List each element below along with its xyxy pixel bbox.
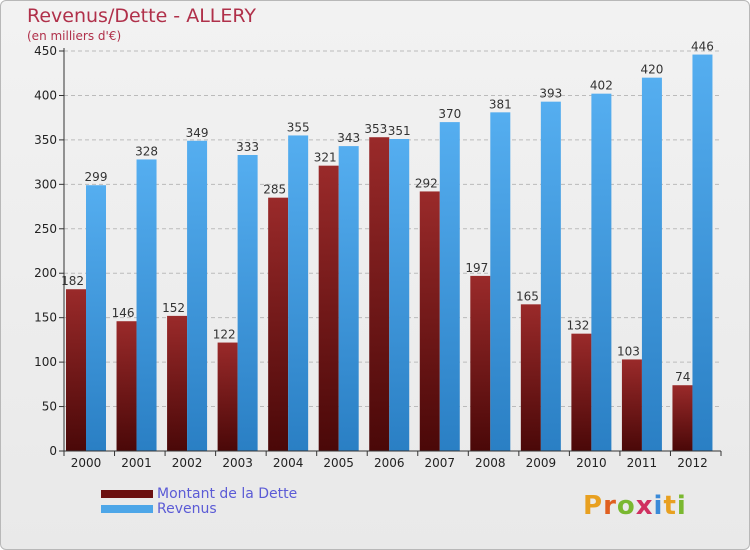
y-tick-label: 150: [34, 311, 57, 325]
axes: 0 50 100 150 200 250 300 350 400 450 2000 2001 2002 2…: [34, 44, 722, 470]
legend-label-dette: Montant de la Dette: [157, 486, 298, 502]
logo-letter: r: [603, 491, 617, 521]
data-label-dette: 152: [162, 301, 185, 315]
bars: [66, 54, 713, 452]
y-tick-label: 50: [42, 400, 57, 414]
bar-revenus: [338, 146, 359, 451]
data-label-revenus: 420: [640, 63, 663, 77]
x-tick-label: 2010: [576, 456, 607, 470]
chart-subtitle: (en milliers d'€): [27, 29, 122, 43]
y-tick-label: 300: [34, 177, 57, 191]
x-tick-label: 2006: [374, 456, 405, 470]
data-label-dette: 103: [617, 344, 640, 358]
x-tick-label: 2002: [172, 456, 203, 470]
bar-revenus: [136, 159, 157, 451]
logo-letter: i: [676, 491, 687, 521]
bar-dette: [520, 304, 541, 451]
y-tick-label: 400: [34, 88, 57, 102]
legend-swatch-dette: [101, 490, 153, 498]
bar-revenus: [591, 93, 612, 452]
data-label-dette: 165: [516, 289, 539, 303]
bar-dette: [571, 333, 592, 451]
grid-lines: [64, 50, 721, 408]
x-tick-label: 2009: [526, 456, 557, 470]
legend-item-revenus: Revenus: [101, 501, 217, 517]
x-tick-label: 2003: [222, 456, 253, 470]
data-label-revenus: 299: [85, 170, 108, 184]
x-tick-label: 2001: [121, 456, 152, 470]
data-label-revenus: 446: [691, 40, 714, 54]
y-tick-label: 100: [34, 355, 57, 369]
data-label-dette: 197: [465, 261, 488, 275]
logo-letter: x: [635, 491, 654, 521]
x-tick-label: 2000: [71, 456, 102, 470]
data-label-revenus: 333: [236, 140, 259, 154]
bar-revenus: [86, 185, 106, 451]
bar-dette: [672, 385, 693, 451]
logo-letter: o: [616, 491, 636, 521]
data-label-dette: 353: [364, 122, 387, 136]
data-label-revenus: 381: [489, 97, 512, 111]
bar-revenus: [692, 54, 713, 452]
bar-dette: [217, 342, 238, 451]
data-label-dette: 292: [415, 176, 438, 190]
legend-label-revenus: Revenus: [157, 501, 217, 517]
data-label-revenus: 355: [287, 120, 310, 134]
bar-revenus: [490, 112, 511, 451]
bar-revenus: [540, 101, 561, 452]
bar-revenus: [641, 77, 662, 452]
bar-revenus: [237, 155, 258, 451]
data-label-revenus: 393: [539, 87, 562, 101]
y-tick-label: 350: [34, 133, 57, 147]
data-label-revenus: 328: [135, 144, 158, 158]
y-tick-label: 250: [34, 222, 57, 236]
bar-dette: [470, 275, 491, 451]
x-tick-label: 2005: [323, 456, 354, 470]
logo-letter: t: [663, 491, 677, 521]
bar-revenus: [439, 122, 460, 451]
bar-dette: [268, 197, 289, 451]
y-tick-label: 450: [34, 44, 57, 58]
bar-revenus: [187, 140, 208, 451]
data-label-dette: 321: [314, 151, 337, 165]
data-label-revenus: 343: [337, 131, 360, 145]
bar-revenus: [389, 139, 410, 451]
bar-revenus: [288, 135, 309, 451]
bar-dette: [167, 315, 188, 451]
y-tick-label: 0: [49, 444, 57, 458]
data-label-revenus: 349: [186, 126, 209, 140]
x-tick-label: 2008: [475, 456, 506, 470]
logo-letter: i: [653, 491, 664, 521]
data-label-revenus: 351: [388, 124, 411, 138]
x-tick-label: 2011: [627, 456, 658, 470]
y-tick-label: 200: [34, 266, 57, 280]
data-label-dette: 122: [213, 328, 236, 342]
legend-swatch-revenus: [101, 505, 153, 513]
data-label-revenus: 402: [590, 79, 613, 93]
bar-dette: [369, 137, 390, 451]
data-label-dette: 182: [61, 274, 84, 288]
data-label-dette: 285: [263, 183, 286, 197]
data-label-dette: 146: [112, 306, 135, 320]
data-label-dette: 132: [566, 319, 589, 333]
bar-dette: [621, 359, 642, 451]
data-label-revenus: 370: [438, 107, 461, 121]
bar-dette: [116, 321, 137, 451]
bar-dette: [66, 289, 86, 451]
data-label-dette: 74: [675, 370, 690, 384]
x-tick-label: 2007: [424, 456, 455, 470]
x-tick-label: 2004: [273, 456, 304, 470]
legend-item-dette: Montant de la Dette: [101, 486, 297, 502]
proxiti-logo: Proxiti: [583, 491, 687, 521]
bar-dette: [318, 165, 339, 451]
chart-title: Revenus/Dette - ALLERY: [27, 5, 256, 27]
x-tick-label: 2012: [677, 456, 708, 470]
logo-letter: P: [583, 491, 604, 521]
bar-dette: [419, 191, 440, 451]
